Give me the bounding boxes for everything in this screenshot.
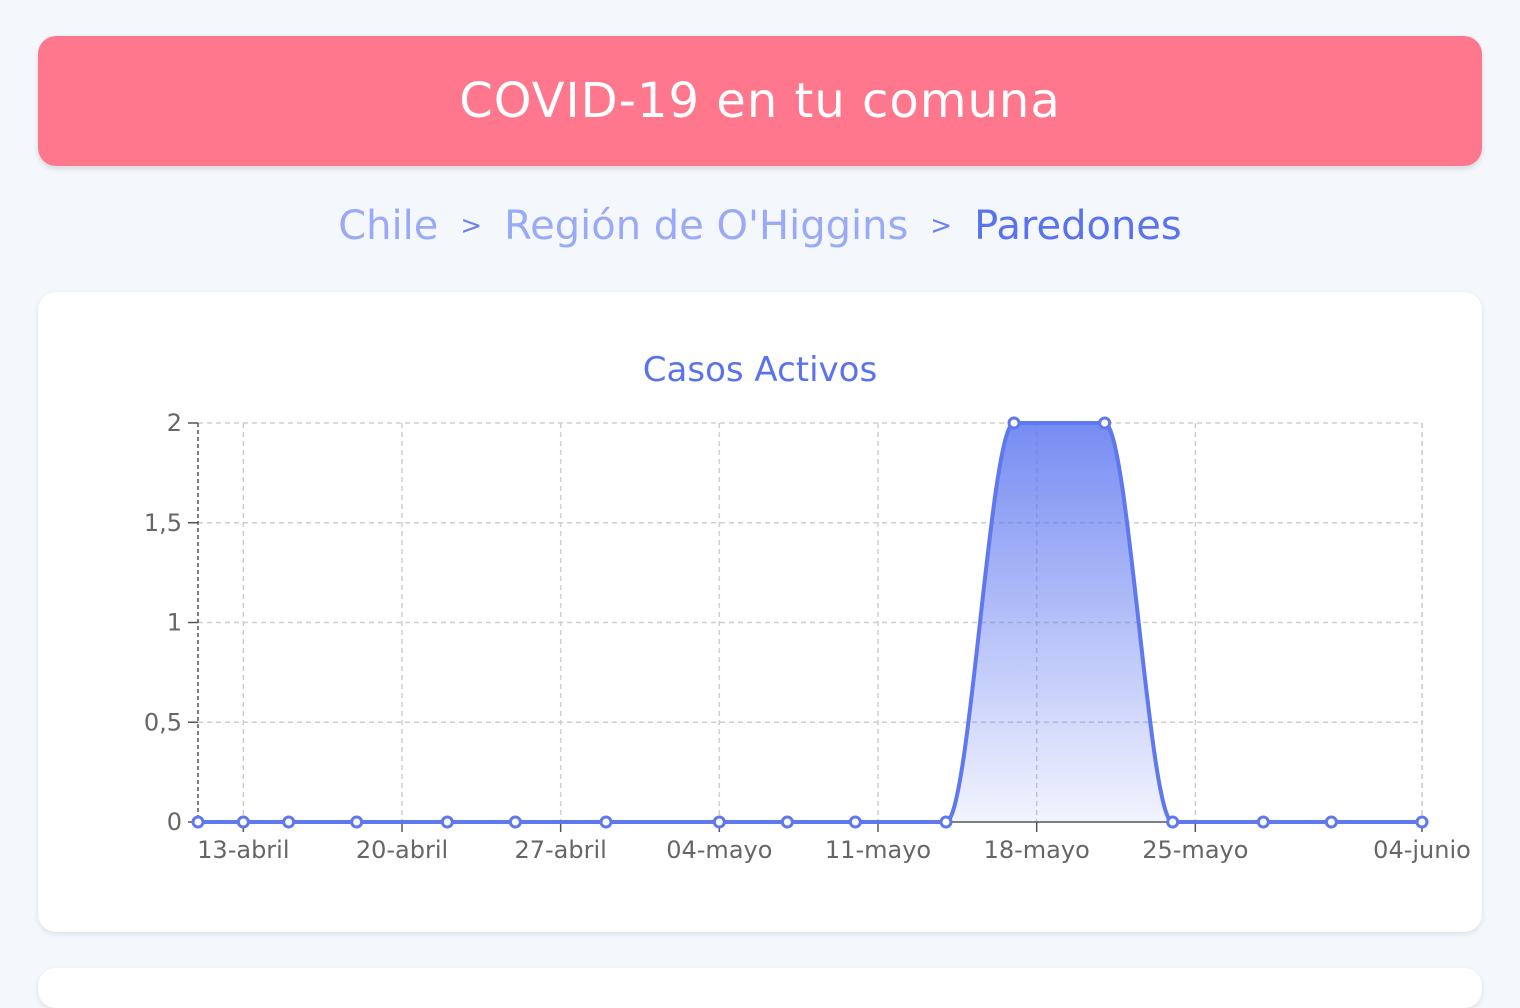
active-cases-chart: Casos Activos 0 0,5 1 1,5 2 13-abril 20-abril 2… [144, 350, 1471, 864]
data-point [191, 815, 205, 829]
data-point [440, 815, 454, 829]
data-point [712, 815, 726, 829]
chart-points [191, 416, 1429, 829]
x-tick-label: 25-mayo [1142, 836, 1248, 864]
data-point [1324, 815, 1338, 829]
y-tick-label: 0 [167, 808, 182, 836]
x-tick-label: 13-abril [197, 836, 289, 864]
breadcrumb-separator: > [460, 211, 483, 241]
x-tick-label: 18-mayo [984, 836, 1090, 864]
breadcrumb-separator: > [930, 211, 953, 241]
data-point [1256, 815, 1270, 829]
x-tick-label: 04-mayo [666, 836, 772, 864]
x-tick-label: 20-abril [356, 836, 448, 864]
data-point [236, 815, 250, 829]
data-point [780, 815, 794, 829]
series-area [198, 423, 1422, 822]
data-point [599, 815, 613, 829]
breadcrumb: Chile > Región de O'Higgins > Paredones [0, 196, 1520, 256]
y-tick-label: 0,5 [144, 708, 182, 736]
breadcrumb-commune-current: Paredones [974, 203, 1182, 249]
data-point [508, 815, 522, 829]
y-tick-label: 1,5 [144, 509, 182, 537]
data-point [1007, 416, 1021, 430]
chart-card: Casos Activos 0 0,5 1 1,5 2 13-abril 20-abril 2… [38, 292, 1482, 932]
chart-axes: 0 0,5 1 1,5 2 13-abril 20-abril 27-abril 04-mayo… [144, 409, 1471, 864]
chart-title: Casos Activos [643, 350, 877, 390]
data-point [350, 815, 364, 829]
y-tick-label: 1 [167, 609, 182, 637]
breadcrumb-region-link[interactable]: Región de O'Higgins [504, 203, 909, 249]
data-point [282, 815, 296, 829]
data-point [939, 815, 953, 829]
data-point [848, 815, 862, 829]
x-tick-label: 04-junio [1373, 836, 1471, 864]
data-point [1166, 815, 1180, 829]
y-tick-label: 2 [167, 409, 182, 437]
secondary-card [38, 968, 1482, 1008]
page-title: COVID-19 en tu comuna [459, 73, 1061, 129]
data-point [1098, 416, 1112, 430]
data-point [1415, 815, 1429, 829]
x-tick-label: 11-mayo [825, 836, 931, 864]
breadcrumb-country-link[interactable]: Chile [338, 203, 439, 249]
chart-grid [198, 422, 1423, 822]
page-header: COVID-19 en tu comuna [38, 36, 1482, 166]
x-tick-label: 27-abril [514, 836, 606, 864]
